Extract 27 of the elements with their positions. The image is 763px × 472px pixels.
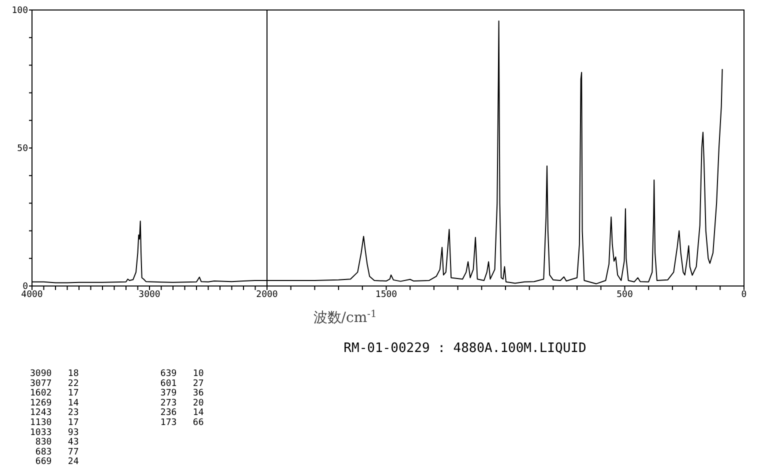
ytick: 50	[17, 144, 28, 154]
peak-table: 669 24	[35, 457, 79, 468]
xtick: 4000	[21, 290, 43, 300]
ytick: 100	[12, 6, 28, 16]
ytick: 0	[22, 282, 28, 292]
peak-table: 3090 18	[30, 369, 79, 379]
peak-table: 830 43	[35, 438, 79, 448]
peak-table: 1269 14	[30, 398, 79, 408]
annotation: RM-01-00229 : 4880A.100M.LIQUID	[344, 341, 586, 356]
peak-table: 601 27	[160, 378, 204, 389]
xtick: 0	[741, 290, 747, 300]
peak-table: 379 36	[160, 388, 204, 399]
peak-table: 683 77	[35, 447, 79, 458]
peak-table: 1243 23	[30, 408, 79, 418]
peak-table: 273 20	[160, 398, 204, 408]
peak-table: 1033 93	[30, 428, 79, 438]
peak-table: 639 10	[160, 369, 204, 379]
xtick: 3000	[138, 290, 160, 300]
peak-table: 3077 22	[30, 378, 79, 389]
xtick: 500	[616, 290, 633, 300]
peak-table: 1130 17	[30, 418, 79, 428]
xtick: 2000	[256, 290, 278, 300]
xlabel: 波数/cm$^{-1}$	[313, 308, 377, 326]
peak-table: 1602 17	[30, 388, 79, 399]
peak-table: 173 66	[160, 418, 204, 428]
peak-table: 236 14	[160, 408, 204, 418]
xtick: 1500	[375, 290, 398, 300]
